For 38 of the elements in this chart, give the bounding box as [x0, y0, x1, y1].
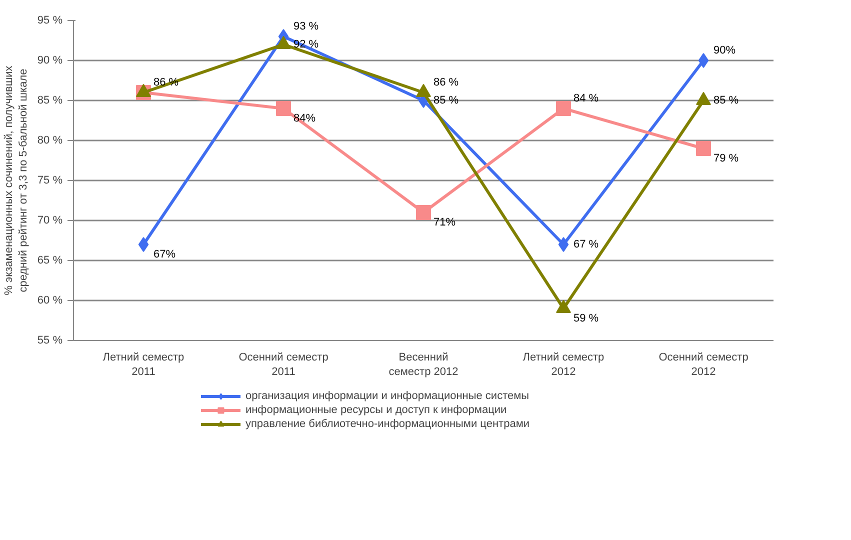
data-label: 92 %	[294, 38, 319, 50]
y-tick-label: 55 %	[37, 334, 63, 346]
legend-label: информационные ресурсы и доступ к информации	[245, 403, 507, 417]
data-label: 79 %	[714, 152, 739, 164]
point	[416, 205, 431, 220]
legend-label: организация информации и информационные системы	[245, 389, 530, 403]
point	[558, 237, 569, 252]
data-label: 67%	[154, 248, 176, 260]
y-tick-label: 65 %	[37, 254, 63, 266]
y-tick-label: 95 %	[37, 14, 63, 26]
y-tick-label: 90 %	[37, 54, 63, 66]
x-tick-label: Осенний семестр 2012	[658, 352, 748, 378]
data-label: 90%	[714, 44, 736, 56]
x-tick-label: Летний семестр 2011	[102, 352, 184, 378]
y-tick-label: 80 %	[37, 134, 63, 146]
point	[276, 101, 291, 116]
y-tick-label: 70 %	[37, 214, 63, 226]
point	[698, 53, 709, 68]
data-label: 93 %	[294, 20, 319, 32]
x-tick-label: Осенний семестр 2011	[238, 352, 328, 378]
data-label: 86 %	[434, 76, 459, 88]
y-axis-title: % экзаменационных сочинений, получивших средний рейтинг от 3,3 по 5-бальной шкале	[3, 65, 30, 296]
data-label: 67 %	[574, 238, 599, 250]
data-label: 85 %	[434, 94, 459, 106]
x-tick-label: Весенний семестр 2012	[388, 352, 458, 378]
point	[556, 101, 571, 116]
y-tick-label: 75 %	[37, 174, 63, 186]
data-label: 59 %	[574, 312, 599, 324]
legend-label: управление библиотечно-информационными центрами	[245, 417, 530, 431]
data-label: 84%	[294, 112, 316, 124]
point	[696, 141, 711, 156]
point	[138, 237, 149, 252]
y-tick-label: 60 %	[37, 294, 63, 306]
x-tick-label: Летний семестр 2012	[522, 352, 604, 378]
data-label: 71%	[434, 216, 456, 228]
y-tick-label: 85 %	[37, 94, 63, 106]
data-label: 84 %	[574, 92, 599, 104]
data-label: 85 %	[714, 94, 739, 106]
